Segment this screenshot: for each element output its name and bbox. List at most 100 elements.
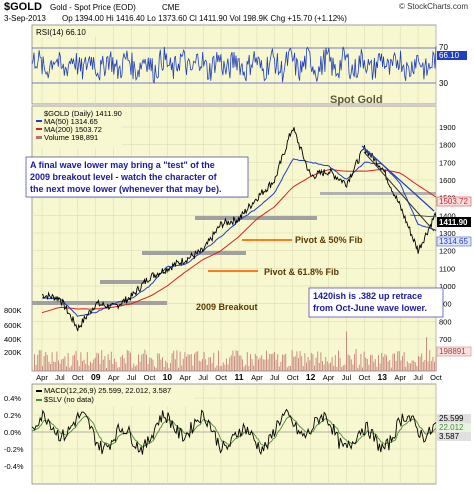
annotation-wave: A final wave lower may bring a "test" of… <box>30 160 222 194</box>
volume-bar <box>139 361 141 371</box>
volume-bar <box>366 359 368 371</box>
volume-tick-label: 800K <box>4 306 22 315</box>
volume-bar <box>298 358 299 371</box>
volume-bar <box>374 359 376 371</box>
volume-bar <box>416 365 418 371</box>
volume-bar <box>269 353 271 371</box>
volume-bar <box>357 367 359 371</box>
macd-tick-label: 0.0% <box>4 428 21 437</box>
volume-bar <box>160 359 162 371</box>
rsi-panel-bg <box>31 24 437 105</box>
volume-bar <box>35 364 37 371</box>
volume-bar <box>155 367 157 371</box>
volume-bar <box>134 366 136 371</box>
volume-bar <box>237 350 239 371</box>
header-date: 3-Sep-2013 <box>4 14 46 23</box>
volume-bar <box>179 351 181 371</box>
volume-bar <box>61 359 63 371</box>
volume-bar <box>435 355 437 371</box>
volume-bar <box>142 353 144 371</box>
volume-bar <box>173 350 175 371</box>
volume-bar <box>242 359 243 371</box>
volume-bar <box>205 359 207 371</box>
volume-bar <box>158 353 160 371</box>
price-panel-bg <box>31 105 437 372</box>
volume-bar <box>90 361 91 371</box>
volume-bar <box>322 361 323 371</box>
volume-bar <box>136 364 138 371</box>
x-tick-label: 13 <box>378 372 388 382</box>
level-1250 <box>100 280 146 284</box>
x-tick-label: 11 <box>235 372 244 382</box>
volume-bar <box>432 356 434 371</box>
volume-bar <box>235 350 237 371</box>
volume-bar <box>277 354 279 371</box>
volume-bar <box>230 355 232 371</box>
volume-bar <box>248 366 250 371</box>
volume-bar <box>243 366 245 371</box>
volume-bar <box>67 353 69 371</box>
volume-bar <box>202 358 203 371</box>
volume-bar <box>221 365 223 371</box>
volume-bar <box>104 356 106 371</box>
volume-bar <box>72 355 74 371</box>
price-tick-label: 1200 <box>439 247 456 256</box>
x-tick-label: Jul <box>270 373 280 382</box>
header-exchange: CME <box>162 3 180 12</box>
volume-bar <box>363 351 365 371</box>
rsi-legend-box <box>34 27 98 37</box>
volume-bar <box>114 358 115 371</box>
volume-bar <box>232 350 234 371</box>
volume-bar <box>54 362 56 371</box>
volume-bar <box>42 365 43 371</box>
volume-bar <box>307 357 309 371</box>
tag-ma200-box <box>436 196 472 207</box>
volume-bar <box>117 367 119 371</box>
macd-line <box>31 408 437 456</box>
volume-bar <box>373 361 375 371</box>
volume-bar <box>198 360 200 371</box>
volume-bar <box>203 351 205 371</box>
trendline-upper <box>361 145 435 212</box>
volume-bar <box>411 360 413 371</box>
volume-bar <box>406 361 408 371</box>
price-tick-label: 1000 <box>439 282 456 291</box>
volume-bar <box>341 366 343 371</box>
volume-bar <box>214 367 216 371</box>
volume-bar <box>302 366 304 371</box>
volume-bar <box>381 352 383 371</box>
volume-bar <box>405 366 407 371</box>
volume-bar <box>342 365 344 371</box>
volume-bar <box>69 367 71 371</box>
level-1500 <box>142 251 246 255</box>
volume-bar <box>344 364 346 371</box>
price-grid <box>32 106 437 371</box>
volume-bar <box>267 359 269 371</box>
x-tick-label: Oct <box>72 373 85 382</box>
volume-bar <box>421 353 423 371</box>
volume-bar <box>184 352 186 371</box>
volume-bar <box>234 356 235 371</box>
volume-bar <box>166 362 168 371</box>
volume-tick-label: 400K <box>4 335 22 344</box>
volume-bar <box>107 354 109 371</box>
volume-bar <box>368 364 370 371</box>
volume-bar <box>120 356 122 371</box>
volume-bar <box>176 350 178 371</box>
volume-bar <box>403 352 405 371</box>
macd-tag-1: 25.599 <box>439 414 464 423</box>
annotation-retrace: 1420ish is .382 up retrace from Oct-June… <box>313 291 427 313</box>
volume-bar <box>386 355 387 371</box>
volume-bar <box>350 359 352 371</box>
volume-bar <box>86 352 88 371</box>
volume-bar <box>272 353 274 371</box>
volume-bar <box>118 367 120 371</box>
volume-bar <box>40 350 42 371</box>
volume-bar <box>256 356 258 371</box>
x-tick-label: Oct <box>359 373 372 382</box>
volume-tick-label: 200K <box>4 348 22 357</box>
volume-bar <box>310 353 312 371</box>
volume-bar <box>315 357 317 371</box>
volume-bar <box>362 367 363 371</box>
level-1900 <box>195 216 317 220</box>
